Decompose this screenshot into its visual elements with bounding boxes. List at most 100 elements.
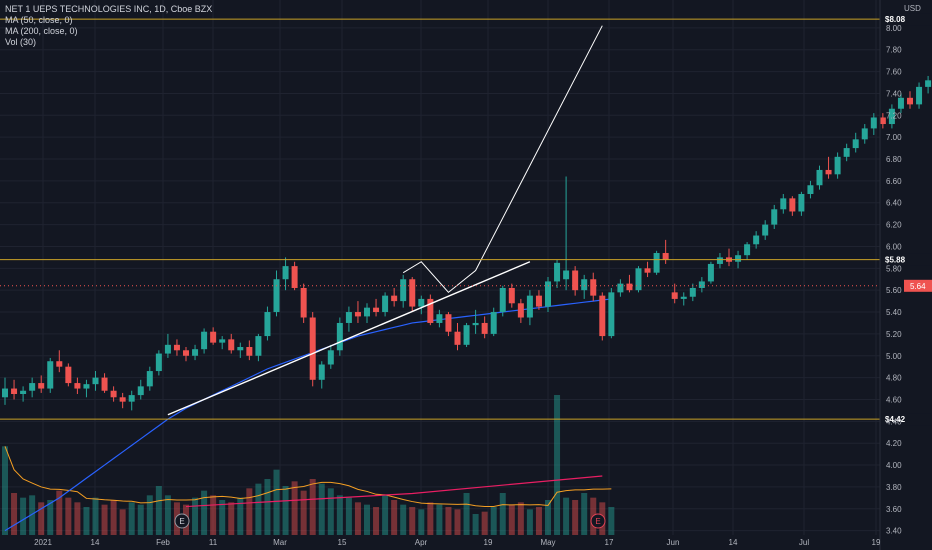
time-tick-label: Mar [273, 538, 287, 547]
candle-body [879, 117, 886, 125]
volume-bar [219, 500, 226, 535]
price-tick-label: 5.80 [886, 264, 902, 273]
level-badge [881, 13, 931, 26]
price-tick-label: 7.40 [886, 89, 902, 98]
candle-body [744, 244, 751, 256]
candle-body [273, 279, 280, 313]
candle-body [228, 339, 235, 351]
price-tick-label: 4.80 [886, 374, 902, 383]
candle-body [327, 350, 334, 365]
candle-body [581, 279, 588, 291]
candle-body [852, 139, 859, 149]
time-tick-label: 19 [484, 538, 493, 547]
volume-bar [572, 500, 579, 535]
candle-body [110, 390, 117, 398]
candle-body [689, 287, 696, 297]
volume-bar [56, 490, 63, 535]
price-tick-label: 3.40 [886, 527, 902, 536]
candle-body [164, 344, 171, 354]
candle-body [418, 298, 425, 307]
time-tick-label: 17 [605, 538, 614, 547]
time-tick-label: Jul [799, 538, 809, 547]
candle-body [843, 148, 850, 157]
volume-bar [255, 483, 262, 535]
volume-bar [20, 497, 27, 535]
level-badge [881, 413, 931, 426]
volume-bar [400, 504, 407, 535]
candle-body [545, 281, 551, 307]
ma200-legend[interactable]: MA (200, close, 0) [5, 26, 78, 36]
volume-bar [119, 509, 126, 535]
candle-body [508, 287, 515, 304]
candle-body [354, 312, 361, 317]
price-tick-label: 3.60 [886, 505, 902, 514]
price-tick-label: 4.00 [886, 461, 902, 470]
volume-bar [436, 504, 443, 535]
volume-bar [427, 502, 434, 535]
price-tick-label: 6.60 [886, 177, 902, 186]
volume-legend[interactable]: Vol (30) [5, 37, 37, 47]
candle-body [74, 383, 81, 389]
volume-bar [11, 493, 18, 535]
volume-bar [454, 509, 461, 535]
candle-body [617, 283, 624, 293]
volume-bar [74, 502, 81, 535]
volume-bar [128, 502, 135, 535]
time-tick-label: 11 [209, 538, 218, 547]
candle-body [29, 383, 36, 391]
candle-body [427, 298, 434, 323]
candle-body [345, 312, 352, 323]
ma200-line [185, 475, 603, 508]
candle-body [635, 268, 642, 291]
volume-bar [364, 504, 370, 535]
volume-bar [517, 502, 524, 535]
volume-bar [336, 495, 343, 535]
volume-bar [318, 483, 325, 535]
volume-bar [246, 488, 253, 535]
candle-body [572, 270, 579, 291]
candle-body [861, 128, 868, 140]
time-tick-label: May [540, 538, 555, 547]
candle-body [825, 169, 832, 175]
earnings-marker [590, 513, 606, 529]
candle-body [291, 266, 298, 288]
volume-bar [345, 497, 352, 535]
candle-body [698, 281, 705, 288]
volume-bar [228, 502, 235, 535]
volume-bar [391, 500, 398, 535]
candle-body [137, 386, 144, 396]
volume-bar [472, 514, 479, 535]
candle-body [409, 279, 416, 307]
trendline [167, 261, 531, 416]
price-tick-label: 6.80 [886, 155, 902, 164]
volume-bar [526, 509, 533, 535]
volume-bar [92, 497, 99, 535]
candle-body [653, 253, 660, 273]
volume-bar [554, 395, 561, 535]
candle-body [897, 97, 904, 109]
candle-body [101, 377, 108, 391]
price-tick-label: 5.20 [886, 330, 902, 339]
time-tick-label: 19 [872, 538, 881, 547]
candle-body [608, 292, 615, 337]
volume-ma-line [4, 446, 612, 507]
symbol-title[interactable]: NET 1 UEPS TECHNOLOGIES INC, 1D, Cboe BZ… [5, 4, 213, 14]
moving-averages [4, 298, 612, 532]
candle-body [391, 295, 398, 302]
volume-bar [155, 486, 162, 535]
volume-bar [291, 481, 298, 535]
candle-body [780, 198, 787, 210]
price-tick-label: 3.80 [886, 483, 902, 492]
price-tick-label: 8.00 [886, 24, 902, 33]
candle-body [65, 366, 72, 384]
candle-body [83, 384, 90, 389]
volume-bar [47, 500, 54, 535]
candle-body [771, 209, 778, 225]
ma50-legend[interactable]: MA (50, close, 0) [5, 15, 73, 25]
candle-body [445, 314, 452, 332]
candle-body [318, 364, 325, 380]
chart-grid [0, 0, 880, 535]
time-axis: 2021 14 Feb 11 Mar 15 Apr 19 May 17 Jun 14 Jul 19 [34, 538, 881, 547]
